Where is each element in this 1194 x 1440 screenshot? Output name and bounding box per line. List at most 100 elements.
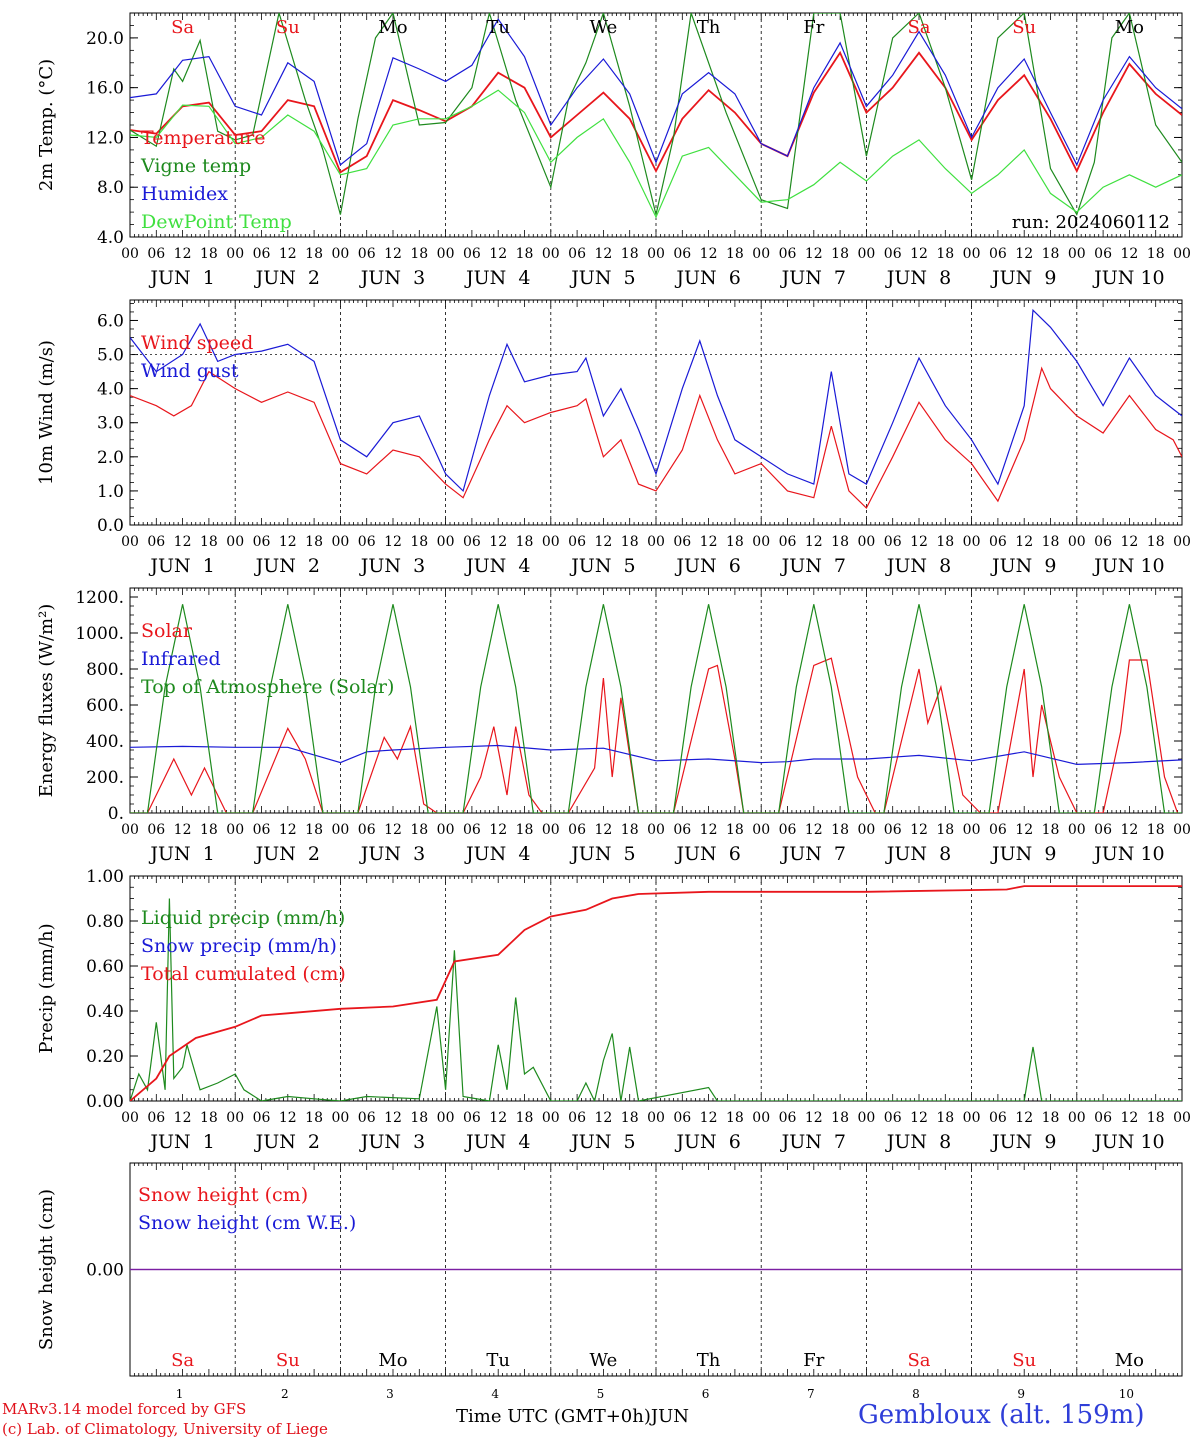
y-tick-label: 0.80	[86, 912, 124, 932]
hour-tick-label: 00	[963, 246, 981, 262]
series-line-infrared	[130, 744, 1182, 766]
station-name: Gembloux (alt. 159m)	[858, 1400, 1145, 1430]
hour-tick-label: 00	[226, 246, 244, 262]
hour-tick-label: 00	[857, 534, 875, 550]
hour-tick-label: 12	[910, 246, 928, 262]
hour-tick-label: 06	[358, 534, 376, 550]
run-annotation: run: 2024060112	[1012, 212, 1170, 233]
hour-tick-label: 06	[253, 1110, 271, 1126]
hour-tick-label: 12	[384, 1110, 402, 1126]
hour-tick-label: 12	[805, 1110, 823, 1126]
hour-tick-label: 18	[1147, 822, 1165, 838]
hour-tick-label: 12	[594, 822, 612, 838]
hour-tick-label: 00	[857, 822, 875, 838]
y-tick-label: 4.0	[97, 380, 124, 400]
date-label: JUN 1	[148, 1131, 214, 1153]
hour-tick-label: 00	[1068, 822, 1086, 838]
hour-tick-label: 00	[752, 1110, 770, 1126]
y-tick-label: 0.0	[97, 516, 124, 536]
hour-tick-label: 12	[594, 1110, 612, 1126]
hour-tick-label: 12	[489, 534, 507, 550]
hour-tick-label: 12	[805, 822, 823, 838]
hour-tick-label: 06	[568, 822, 586, 838]
hour-tick-label: 06	[568, 1110, 586, 1126]
day-number: 5	[597, 1387, 605, 1401]
date-label: JUN 7	[780, 1131, 846, 1153]
hour-tick-label: 18	[1042, 822, 1060, 838]
date-label: JUN 7	[780, 267, 846, 289]
hour-tick-label: 18	[305, 534, 323, 550]
series-line-temperature	[130, 50, 1182, 174]
hour-tick-label: 06	[884, 822, 902, 838]
date-label: JUN 5	[569, 555, 635, 577]
hour-tick-label: 06	[463, 1110, 481, 1126]
hour-tick-label: 06	[1094, 822, 1112, 838]
hour-tick-label: 00	[331, 822, 349, 838]
date-label: JUN 2	[254, 555, 320, 577]
series-line-vigne-temp	[130, 13, 1182, 217]
hour-tick-label: 18	[831, 534, 849, 550]
hour-tick-label: 06	[673, 534, 691, 550]
date-label: JUN 6	[674, 267, 740, 289]
legend-top-of-atmosphere-solar: Top of Atmosphere (Solar)	[141, 676, 394, 698]
hour-tick-label: 12	[279, 1110, 297, 1126]
date-label: JUN 5	[569, 1131, 635, 1153]
y-tick-label: 5.0	[97, 346, 124, 366]
date-label: JUN 3	[359, 1131, 425, 1153]
hour-tick-label: 18	[305, 1110, 323, 1126]
hour-tick-label: 18	[936, 822, 954, 838]
hour-tick-label: 18	[516, 1110, 534, 1126]
hour-tick-label: 00	[121, 534, 139, 550]
date-label: JUN 1	[148, 555, 214, 577]
day-name-top: Mo	[378, 17, 407, 38]
legend-temperature: Temperature	[141, 127, 265, 149]
y-tick-label: 6.0	[97, 311, 124, 331]
hour-tick-label: 18	[936, 534, 954, 550]
hour-tick-label: 06	[358, 1110, 376, 1126]
hour-tick-label: 06	[779, 246, 797, 262]
date-label: JUN 7	[780, 555, 846, 577]
hour-tick-label: 00	[226, 1110, 244, 1126]
hour-tick-label: 12	[279, 246, 297, 262]
hour-tick-label: 00	[437, 822, 455, 838]
hour-tick-label: 06	[779, 534, 797, 550]
series-line-liquid-precip-mm-h	[130, 898, 1182, 1101]
hour-tick-label: 12	[805, 246, 823, 262]
hour-tick-label: 12	[279, 822, 297, 838]
date-label: JUN 10	[1092, 1131, 1164, 1153]
y-tick-label: 0.20	[86, 1047, 124, 1067]
hour-tick-label: 18	[410, 534, 428, 550]
date-label: JUN 8	[885, 843, 951, 865]
legend-wind-gust: Wind gust	[141, 360, 239, 382]
hour-tick-label: 06	[253, 534, 271, 550]
hour-tick-label: 06	[989, 534, 1007, 550]
date-label: JUN 6	[674, 555, 740, 577]
legend-dewpoint-temp: DewPoint Temp	[141, 211, 292, 233]
hour-tick-label: 00	[226, 822, 244, 838]
hour-tick-label: 18	[831, 822, 849, 838]
hour-tick-label: 00	[1173, 822, 1191, 838]
hour-tick-label: 06	[358, 822, 376, 838]
hour-tick-label: 00	[121, 246, 139, 262]
hour-tick-label: 18	[200, 822, 218, 838]
date-label: JUN 2	[254, 267, 320, 289]
date-label: JUN 2	[254, 843, 320, 865]
hour-tick-label: 12	[700, 246, 718, 262]
hour-tick-label: 00	[752, 822, 770, 838]
date-label: JUN 8	[885, 1131, 951, 1153]
series-line-wind-speed	[130, 366, 1182, 509]
date-label: JUN 6	[674, 843, 740, 865]
y-tick-label: 1000.	[75, 624, 124, 644]
hour-tick-label: 12	[1120, 246, 1138, 262]
hour-tick-label: 00	[1068, 534, 1086, 550]
hour-tick-label: 18	[621, 1110, 639, 1126]
date-label: JUN 6	[674, 1131, 740, 1153]
date-label: JUN 3	[359, 267, 425, 289]
hour-tick-label: 12	[1120, 1110, 1138, 1126]
hour-tick-label: 18	[200, 534, 218, 550]
day-number: 6	[702, 1387, 710, 1401]
legend-solar: Solar	[141, 620, 193, 642]
hour-tick-label: 00	[857, 1110, 875, 1126]
y-tick-label: 0.00	[86, 1092, 124, 1112]
hour-tick-label: 18	[200, 246, 218, 262]
